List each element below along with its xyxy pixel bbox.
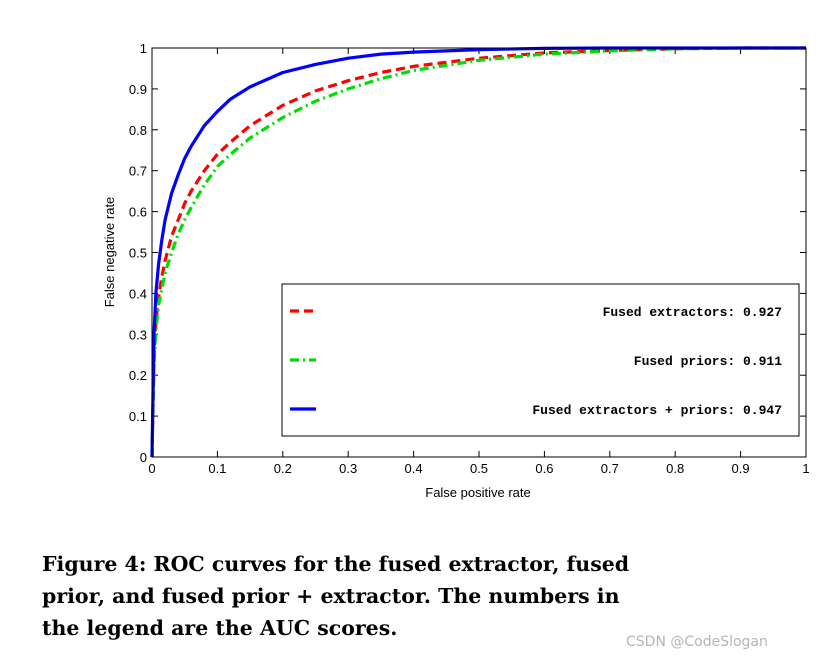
y-axis-title: False negative rate [102, 197, 117, 308]
x-tick-label: 0.2 [274, 461, 292, 476]
y-tick-label: 0.8 [129, 123, 147, 138]
y-tick-label: 0.9 [129, 82, 147, 97]
watermark: CSDN @CodeSlogan [626, 634, 768, 650]
y-tick-label: 0.3 [129, 327, 147, 342]
x-tick-label: 0.8 [666, 461, 684, 476]
y-tick-label: 0.5 [129, 246, 147, 261]
legend-label-fused-extractors-priors: Fused extractors + priors: 0.947 [532, 403, 782, 418]
y-tick-label: 1 [140, 41, 147, 56]
legend-label-fused-extractors: Fused extractors: 0.927 [603, 305, 782, 320]
y-tick-label: 0.1 [129, 409, 147, 424]
y-tick-label: 0 [140, 450, 147, 465]
caption-line: the legend are the AUC scores. [42, 616, 398, 640]
x-tick-label: 1 [802, 461, 809, 476]
plot-frame [151, 47, 807, 458]
x-tick-label: 0.1 [208, 461, 226, 476]
y-tick-label: 0.4 [129, 286, 147, 301]
y-tick-label: 0.2 [129, 368, 147, 383]
x-tick-label: 0.4 [405, 461, 423, 476]
legend: Fused extractors: 0.927 Fused priors: 0.… [281, 283, 800, 437]
x-axis-title: False positive rate [425, 485, 531, 500]
y-tick-label: 0.6 [129, 205, 147, 220]
x-tick-label: 0.7 [601, 461, 619, 476]
legend-box [281, 283, 800, 437]
x-tick-label: 0 [148, 461, 155, 476]
caption-line: prior, and fused prior + extractor. The … [42, 584, 620, 608]
x-tick-label: 0.9 [732, 461, 750, 476]
figure-caption: Figure 4: ROC curves for the fused extra… [42, 548, 787, 644]
legend-label-fused-priors: Fused priors: 0.911 [634, 354, 782, 369]
roc-chart: 0 0.1 0.2 0.3 0.4 0.5 0.6 0.7 0.8 0.9 1 0 0.1 0.2 0.3 0… [102, 41, 810, 500]
x-tick-label: 0.6 [535, 461, 553, 476]
x-tick-label: 0.3 [339, 461, 357, 476]
caption-line: Figure 4: ROC curves for the fused extra… [42, 552, 630, 576]
x-tick-label: 0.5 [470, 461, 488, 476]
y-tick-label: 0.7 [129, 164, 147, 179]
